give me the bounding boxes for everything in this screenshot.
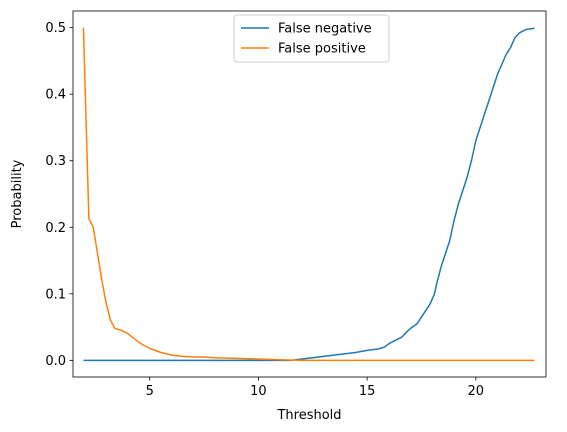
series-line-false-negative bbox=[83, 27, 535, 362]
y-tick-label: 0.0 bbox=[45, 354, 66, 369]
x-tick-label: 5 bbox=[146, 384, 154, 399]
legend: False negative False positive bbox=[233, 14, 390, 63]
y-tick-label: 0.4 bbox=[45, 88, 66, 103]
legend-label-false-negative: False negative bbox=[278, 22, 372, 37]
x-tick-label: 15 bbox=[359, 384, 376, 399]
y-tick-label: 0.2 bbox=[45, 221, 66, 236]
x-axis-ticks: 5 10 15 20 bbox=[146, 377, 484, 399]
series-line-false-positive bbox=[82, 27, 535, 362]
y-axis-ticks: 0.0 0.1 0.2 0.3 0.4 0.5 bbox=[45, 21, 73, 369]
x-axis-label: Threshold bbox=[276, 408, 341, 423]
y-axis-label: Probability bbox=[10, 159, 25, 228]
axes-frame bbox=[72, 10, 547, 378]
x-tick-label: 10 bbox=[250, 384, 267, 399]
y-tick-label: 0.3 bbox=[45, 154, 66, 169]
x-tick-label: 20 bbox=[468, 384, 485, 399]
legend-box bbox=[233, 14, 390, 63]
y-tick-label: 0.1 bbox=[45, 287, 66, 302]
plot-area bbox=[72, 10, 547, 378]
y-tick-label: 0.5 bbox=[45, 21, 66, 36]
legend-label-false-positive: False positive bbox=[278, 42, 366, 57]
